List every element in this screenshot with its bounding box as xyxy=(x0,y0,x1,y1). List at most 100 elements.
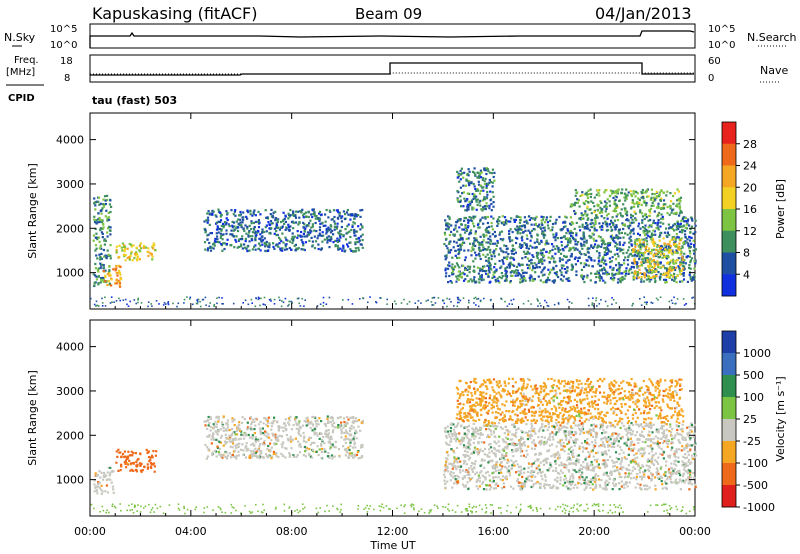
power-ground-cell xyxy=(547,305,550,307)
velocity-cell xyxy=(476,432,480,435)
power-cell xyxy=(509,280,512,283)
velocity-cell xyxy=(326,429,329,432)
power-cell xyxy=(330,236,333,239)
power-cell xyxy=(541,224,544,227)
power-ground-cell xyxy=(189,298,191,300)
power-cell xyxy=(619,279,622,282)
power-cell xyxy=(458,256,461,259)
velocity-cell xyxy=(603,460,606,464)
power-cell xyxy=(472,244,475,247)
power-cell xyxy=(456,230,459,233)
power-cell xyxy=(124,254,127,257)
power-cell xyxy=(588,234,591,238)
velocity-cell xyxy=(328,456,331,459)
power-cell xyxy=(213,240,217,243)
power-cell xyxy=(570,229,573,233)
velocity-cell xyxy=(270,446,273,449)
velocity-cell xyxy=(265,453,268,456)
power-cell xyxy=(593,224,596,227)
velocity-cell xyxy=(330,443,333,446)
power-cell xyxy=(673,241,676,244)
power-cell xyxy=(257,219,260,222)
velocity-cell xyxy=(321,440,324,443)
power-cell xyxy=(578,256,581,259)
power-cell xyxy=(480,276,483,279)
power-ground-cell xyxy=(221,303,223,305)
power-cell xyxy=(476,223,480,226)
velocity-cell xyxy=(571,480,574,483)
velocity-cell xyxy=(479,448,482,451)
power-cell xyxy=(498,275,501,279)
power-ground-cell xyxy=(183,302,185,304)
power-cell xyxy=(361,225,364,228)
power-cell xyxy=(637,276,640,279)
velocity-cell xyxy=(647,476,651,480)
power-cell xyxy=(559,248,562,252)
power-cell xyxy=(324,220,327,223)
power-cell xyxy=(644,201,647,204)
power-cell xyxy=(667,256,670,259)
power-ground-cell xyxy=(367,301,369,304)
power-cell xyxy=(482,265,485,268)
velocity-cell xyxy=(295,427,298,430)
velocity-cell xyxy=(592,444,595,447)
power-cell xyxy=(612,267,615,270)
velocity-cell xyxy=(228,452,231,455)
velocity-cell xyxy=(316,434,319,437)
velocity-cell xyxy=(284,424,287,427)
power-cell xyxy=(480,268,484,271)
velocity-cell xyxy=(305,424,308,427)
velocity-cell xyxy=(95,475,98,478)
power-cell xyxy=(453,240,456,243)
power-cell xyxy=(615,205,618,208)
velocity-cell xyxy=(684,470,687,473)
power-ground-cell xyxy=(260,297,262,300)
velocity-cell xyxy=(318,437,321,440)
velocity-cell xyxy=(494,487,497,490)
velocity-cell xyxy=(289,415,292,418)
power-cell xyxy=(143,244,146,248)
power-cell xyxy=(644,257,647,260)
velocity-cell xyxy=(344,441,347,444)
velocity-cell xyxy=(455,432,458,435)
power-cell xyxy=(259,249,262,252)
power-cell xyxy=(634,218,637,221)
power-cell xyxy=(581,225,584,228)
power-cell xyxy=(602,279,605,282)
velocity-cell xyxy=(206,435,209,438)
power-cell xyxy=(207,247,210,250)
velocity-cell xyxy=(353,441,356,445)
power-cell xyxy=(639,209,642,212)
power-cell xyxy=(304,211,307,214)
power-cell xyxy=(106,235,109,238)
velocity-cell xyxy=(617,440,620,443)
power-cell xyxy=(623,196,626,199)
velocity-cell xyxy=(111,470,114,473)
velocity-cell xyxy=(299,426,303,429)
velocity-cell xyxy=(506,445,509,449)
power-cell xyxy=(653,230,656,233)
velocity-cell xyxy=(639,466,642,470)
power-cell xyxy=(586,276,589,279)
power-cell xyxy=(452,272,455,276)
power-cell xyxy=(629,230,632,233)
power-cell xyxy=(290,221,294,224)
power-cell xyxy=(668,233,671,237)
velocity-cell xyxy=(263,443,266,446)
power-cell xyxy=(689,278,692,281)
power-cell xyxy=(659,266,662,269)
velocity-cell xyxy=(636,482,639,485)
power-cell xyxy=(462,191,465,194)
velocity-cell xyxy=(651,454,654,457)
power-cell xyxy=(309,231,312,234)
power-cell xyxy=(472,248,475,251)
velocity-cell xyxy=(620,460,623,464)
power-cell xyxy=(585,222,588,225)
power-cell xyxy=(475,200,478,203)
power-cell xyxy=(600,245,603,248)
velocity-cell xyxy=(115,450,118,453)
velocity-cell xyxy=(671,446,674,449)
power-ground-cell xyxy=(176,305,178,308)
power-cell xyxy=(642,201,645,204)
velocity-cell xyxy=(228,434,231,437)
